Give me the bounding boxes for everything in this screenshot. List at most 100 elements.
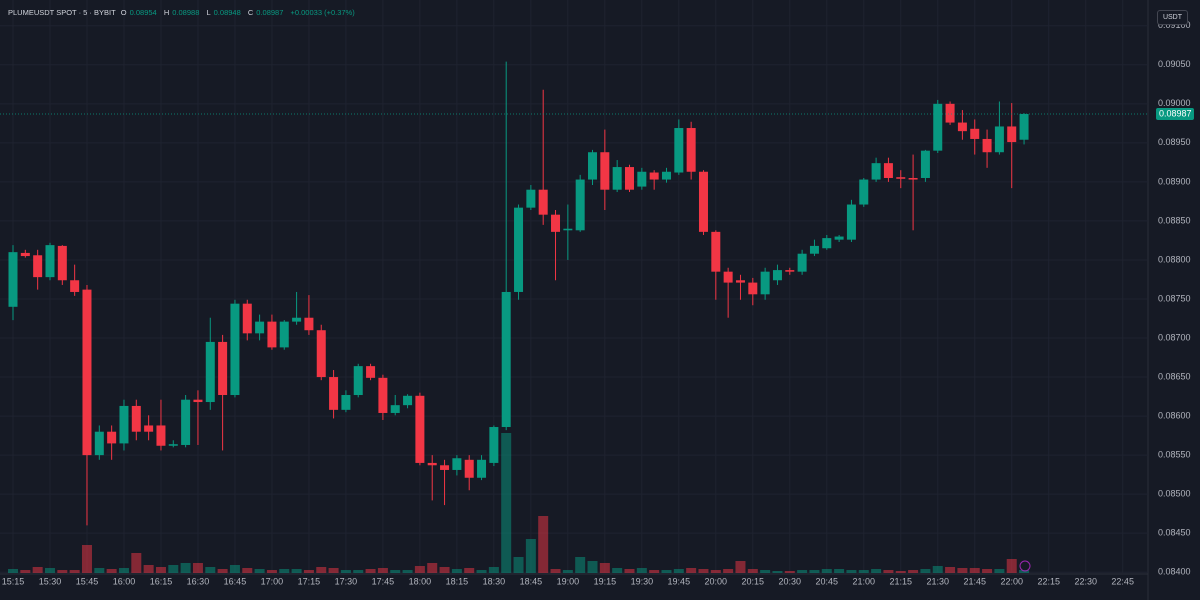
candle-body <box>156 425 166 446</box>
x-tick-label: 22:15 <box>1037 576 1060 586</box>
x-tick-label: 15:15 <box>2 576 25 586</box>
h-label: H <box>163 8 170 17</box>
y-tick-label: 0.08900 <box>1158 176 1191 186</box>
volume-bar <box>57 570 68 573</box>
x-tick-label: 20:45 <box>816 576 839 586</box>
candle-body <box>82 289 92 456</box>
volume-bar <box>291 569 302 573</box>
candle-body <box>70 280 80 292</box>
candle-body <box>489 427 499 463</box>
volume-bar <box>710 570 721 573</box>
volume-bar <box>476 570 487 573</box>
volume-bar <box>1019 570 1030 573</box>
y-tick-label: 0.09050 <box>1158 59 1191 69</box>
volume-bar <box>451 569 462 573</box>
volume-bar <box>994 569 1005 573</box>
candle-body <box>230 303 240 396</box>
volume-bar <box>550 569 561 573</box>
volume-bar <box>649 570 660 573</box>
event-marker <box>1019 560 1031 572</box>
volume-bar <box>168 565 179 573</box>
volume-bar <box>525 539 536 573</box>
candle-body <box>218 341 228 396</box>
candle-body <box>353 366 363 396</box>
y-tick-label: 0.08850 <box>1158 215 1191 225</box>
candle-body <box>772 270 782 281</box>
candle-body <box>452 458 462 470</box>
volume-bar <box>735 561 746 573</box>
volume-bar <box>279 569 290 573</box>
volume-bar <box>118 568 129 573</box>
volume-bar <box>908 570 919 573</box>
volume-bar <box>340 570 351 573</box>
volume-bar <box>488 567 499 573</box>
volume-bar <box>328 568 339 573</box>
h-value: 0.08988 <box>172 8 200 17</box>
candle-body <box>785 270 795 272</box>
volume-bar <box>760 570 771 573</box>
candle-body <box>809 245 819 254</box>
volume-bar <box>871 569 882 573</box>
x-tick-label: 20:00 <box>705 576 728 586</box>
volume-bar <box>20 570 31 573</box>
l-value: 0.08948 <box>213 8 241 17</box>
x-tick-label: 19:30 <box>631 576 654 586</box>
candle-body <box>896 177 906 179</box>
volume-bar <box>32 567 43 573</box>
volume-bar <box>439 567 450 573</box>
o-value: 0.08954 <box>129 8 157 17</box>
candle-body <box>168 444 178 446</box>
y-tick-label: 0.08550 <box>1158 449 1191 459</box>
x-tick-label: 17:45 <box>372 576 395 586</box>
candle-body <box>501 291 511 428</box>
x-tick-label: 16:00 <box>113 576 136 586</box>
x-tick-label: 19:15 <box>594 576 617 586</box>
x-tick-label: 18:15 <box>446 576 469 586</box>
candle-body <box>920 150 930 178</box>
x-tick-label: 21:45 <box>963 576 986 586</box>
volume-bar <box>316 567 327 573</box>
candle-body <box>735 280 745 283</box>
volume-bar <box>205 567 216 573</box>
candle-body <box>8 252 18 307</box>
candle-body <box>649 172 659 180</box>
candle-body <box>600 152 610 190</box>
volume-bar <box>501 433 512 573</box>
volume-bar <box>809 570 820 573</box>
candle-body <box>1007 126 1017 143</box>
x-tick-label: 15:45 <box>76 576 99 586</box>
candle-body <box>846 204 856 240</box>
volume-bar <box>883 570 894 573</box>
candle-body <box>625 167 634 190</box>
volume-bar <box>797 570 808 573</box>
volume-bar <box>353 570 364 573</box>
volume-bar <box>81 545 92 573</box>
volume-bar <box>846 570 857 573</box>
candle-body <box>1019 113 1029 140</box>
volume-bar <box>106 569 117 573</box>
x-tick-label: 21:15 <box>889 576 912 586</box>
volume-bar <box>858 570 869 573</box>
volume-bar <box>402 570 413 573</box>
last-price-box <box>1156 107 1194 120</box>
currency-button[interactable]: USDT <box>1156 10 1188 25</box>
candle-body <box>107 431 117 444</box>
last-price-label: 0.08987 <box>1159 108 1192 118</box>
volume-bar <box>427 563 438 573</box>
volume-bar <box>131 553 142 573</box>
y-tick-label: 0.08500 <box>1158 489 1191 499</box>
x-tick-label: 19:45 <box>668 576 691 586</box>
candle-body <box>908 177 918 180</box>
volume-bar <box>390 570 401 573</box>
candle-body <box>45 245 55 278</box>
x-tick-label: 17:00 <box>261 576 284 586</box>
candle-body <box>279 321 289 348</box>
volume-bar <box>587 561 598 573</box>
volume-bar <box>155 567 166 573</box>
candle-body <box>181 399 191 445</box>
volume-bar <box>513 557 524 573</box>
volume-bar <box>624 569 635 573</box>
volume-bar <box>303 570 314 573</box>
candle-body <box>267 321 277 348</box>
